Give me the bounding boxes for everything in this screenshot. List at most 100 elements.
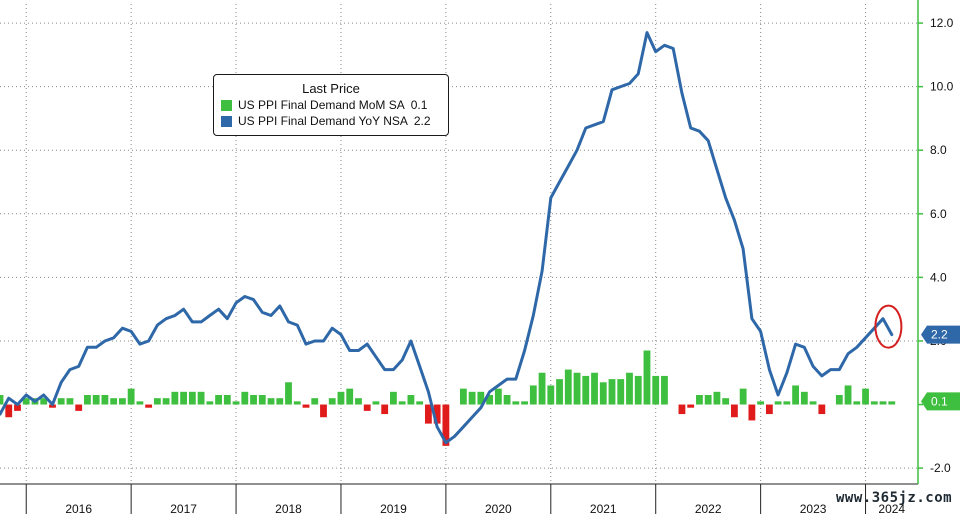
mom-bar: [617, 379, 625, 405]
mom-bar: [564, 369, 572, 405]
legend-entry-mom: US PPI Final Demand MoM SA 0.1: [221, 98, 448, 112]
last-value-label: 0.1: [931, 394, 948, 408]
mom-bar: [748, 404, 756, 421]
legend-swatch-mom: [221, 99, 232, 111]
mom-bar: [844, 385, 852, 405]
mom-bar: [529, 385, 537, 405]
mom-bar: [302, 404, 310, 408]
mom-bar: [809, 401, 817, 405]
mom-bar: [206, 401, 214, 405]
x-tick-label: 2017: [170, 502, 197, 514]
gridlines: [0, 4, 918, 484]
mom-bar: [197, 391, 205, 405]
mom-bar: [442, 404, 450, 446]
mom-bar: [424, 404, 432, 424]
yoy-line-layer: [0, 31, 903, 445]
legend-label-mom: US PPI Final Demand MoM SA: [238, 98, 405, 112]
mom-bar: [127, 388, 135, 405]
y-tick-label: 12.0: [930, 16, 954, 30]
mom-bar: [162, 398, 170, 405]
mom-bar: [713, 391, 721, 405]
mom-bar: [381, 404, 389, 415]
mom-bar: [468, 391, 476, 405]
legend-value-yoy: 2.2: [413, 114, 431, 128]
x-tick-label: 2019: [380, 502, 407, 514]
mom-bar: [687, 404, 695, 408]
mom-bar: [634, 375, 642, 405]
mom-bar: [84, 394, 91, 405]
mom-bar: [49, 404, 56, 408]
mom-bar: [250, 394, 257, 405]
mom-bar: [730, 404, 738, 418]
mom-bar: [573, 372, 581, 405]
mom-bar: [171, 391, 179, 405]
mom-bar: [407, 394, 415, 405]
mom-bar: [337, 391, 345, 405]
mom-bar: [66, 398, 74, 405]
legend-entry-yoy: US PPI Final Demand YoY NSA 2.2: [221, 114, 448, 128]
mom-bar: [494, 388, 502, 405]
mom-bar: [22, 398, 30, 405]
mom-bar: [118, 398, 126, 405]
mom-bar: [643, 350, 651, 405]
legend-label-yoy: US PPI Final Demand YoY NSA: [238, 114, 408, 128]
mom-bar: [521, 401, 528, 405]
mom-bar: [14, 404, 21, 411]
mom-bar: [328, 398, 336, 405]
mom-bar: [765, 404, 773, 415]
last-value-tag: [921, 325, 960, 344]
mom-bar: [792, 385, 800, 405]
y-tick-label: 4.0: [930, 270, 947, 284]
mom-bar: [870, 401, 878, 405]
watermark: www.365jz.com: [836, 490, 953, 506]
mom-bar: [547, 385, 555, 405]
mom-bar: [311, 398, 319, 405]
mom-bar: [818, 404, 826, 415]
x-tick-label: 2018: [275, 502, 302, 514]
mom-bar: [835, 394, 843, 405]
mom-bar: [0, 394, 4, 405]
mom-bar: [652, 375, 660, 405]
mom-bar: [180, 391, 188, 405]
mom-bar: [678, 404, 686, 415]
mom-bar: [398, 401, 406, 405]
x-tick-label: 2016: [65, 502, 92, 514]
mom-bar: [582, 375, 590, 405]
mom-bar: [241, 391, 249, 405]
mom-bar: [538, 372, 546, 405]
legend-box: Last Price US PPI Final Demand MoM SA 0.…: [213, 74, 449, 136]
y-tick-label: 10.0: [930, 80, 954, 94]
legend-title: Last Price: [302, 81, 360, 96]
mom-bar: [40, 398, 48, 405]
mom-bar: [267, 398, 275, 405]
mom-bar: [188, 391, 196, 405]
mom-bar: [853, 401, 861, 405]
mom-bar: [556, 379, 563, 405]
mom-bar: [512, 401, 520, 405]
mom-bar: [215, 394, 222, 405]
x-tick-label: 2023: [800, 502, 827, 514]
mom-bar: [783, 401, 791, 405]
mom-bar: [110, 398, 118, 405]
last-value-tag: [921, 392, 960, 411]
x-tick-label: 2022: [695, 502, 722, 514]
mom-bar: [355, 398, 362, 405]
legend-value-mom: 0.1: [410, 98, 428, 112]
mom-bar: [136, 401, 144, 405]
mom-bar: [285, 382, 292, 405]
mom-bar: [293, 401, 301, 405]
mom-bar: [608, 379, 616, 405]
mom-bar: [704, 394, 712, 405]
y-tick-label: 6.0: [930, 207, 947, 221]
mom-bar: [101, 394, 109, 405]
mom-bar: [223, 394, 231, 405]
mom-bar: [390, 391, 397, 405]
mom-bar: [320, 404, 327, 418]
mom-bar: [57, 398, 65, 405]
legend-swatch-yoy: [221, 115, 232, 127]
mom-bar: [722, 398, 730, 405]
mom-bar: [879, 401, 887, 405]
mom-bar: [276, 398, 284, 405]
